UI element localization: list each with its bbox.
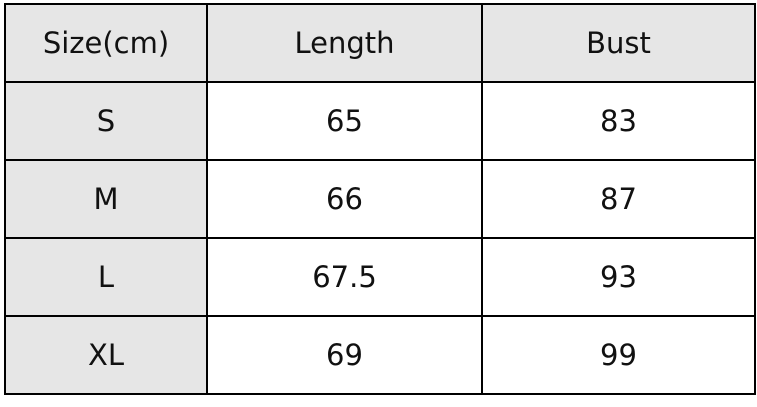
header-size: Size(cm) <box>4 3 208 83</box>
table-row: S 65 83 <box>4 81 756 161</box>
table-row: L 67.5 93 <box>4 237 756 317</box>
table-row: XL 69 99 <box>4 315 756 395</box>
bust-cell: 99 <box>481 315 756 395</box>
length-cell: 67.5 <box>206 237 483 317</box>
length-cell: 69 <box>206 315 483 395</box>
size-cell: S <box>4 81 208 161</box>
header-length: Length <box>206 3 483 83</box>
size-cell: L <box>4 237 208 317</box>
header-bust: Bust <box>481 3 756 83</box>
bust-cell: 93 <box>481 237 756 317</box>
table-row: M 66 87 <box>4 159 756 239</box>
length-cell: 65 <box>206 81 483 161</box>
bust-cell: 87 <box>481 159 756 239</box>
length-cell: 66 <box>206 159 483 239</box>
bust-cell: 83 <box>481 81 756 161</box>
size-chart-table: Size(cm) Length Bust S 65 83 M 66 87 L 6… <box>4 3 756 395</box>
header-row: Size(cm) Length Bust <box>4 3 756 83</box>
size-cell: M <box>4 159 208 239</box>
size-cell: XL <box>4 315 208 395</box>
